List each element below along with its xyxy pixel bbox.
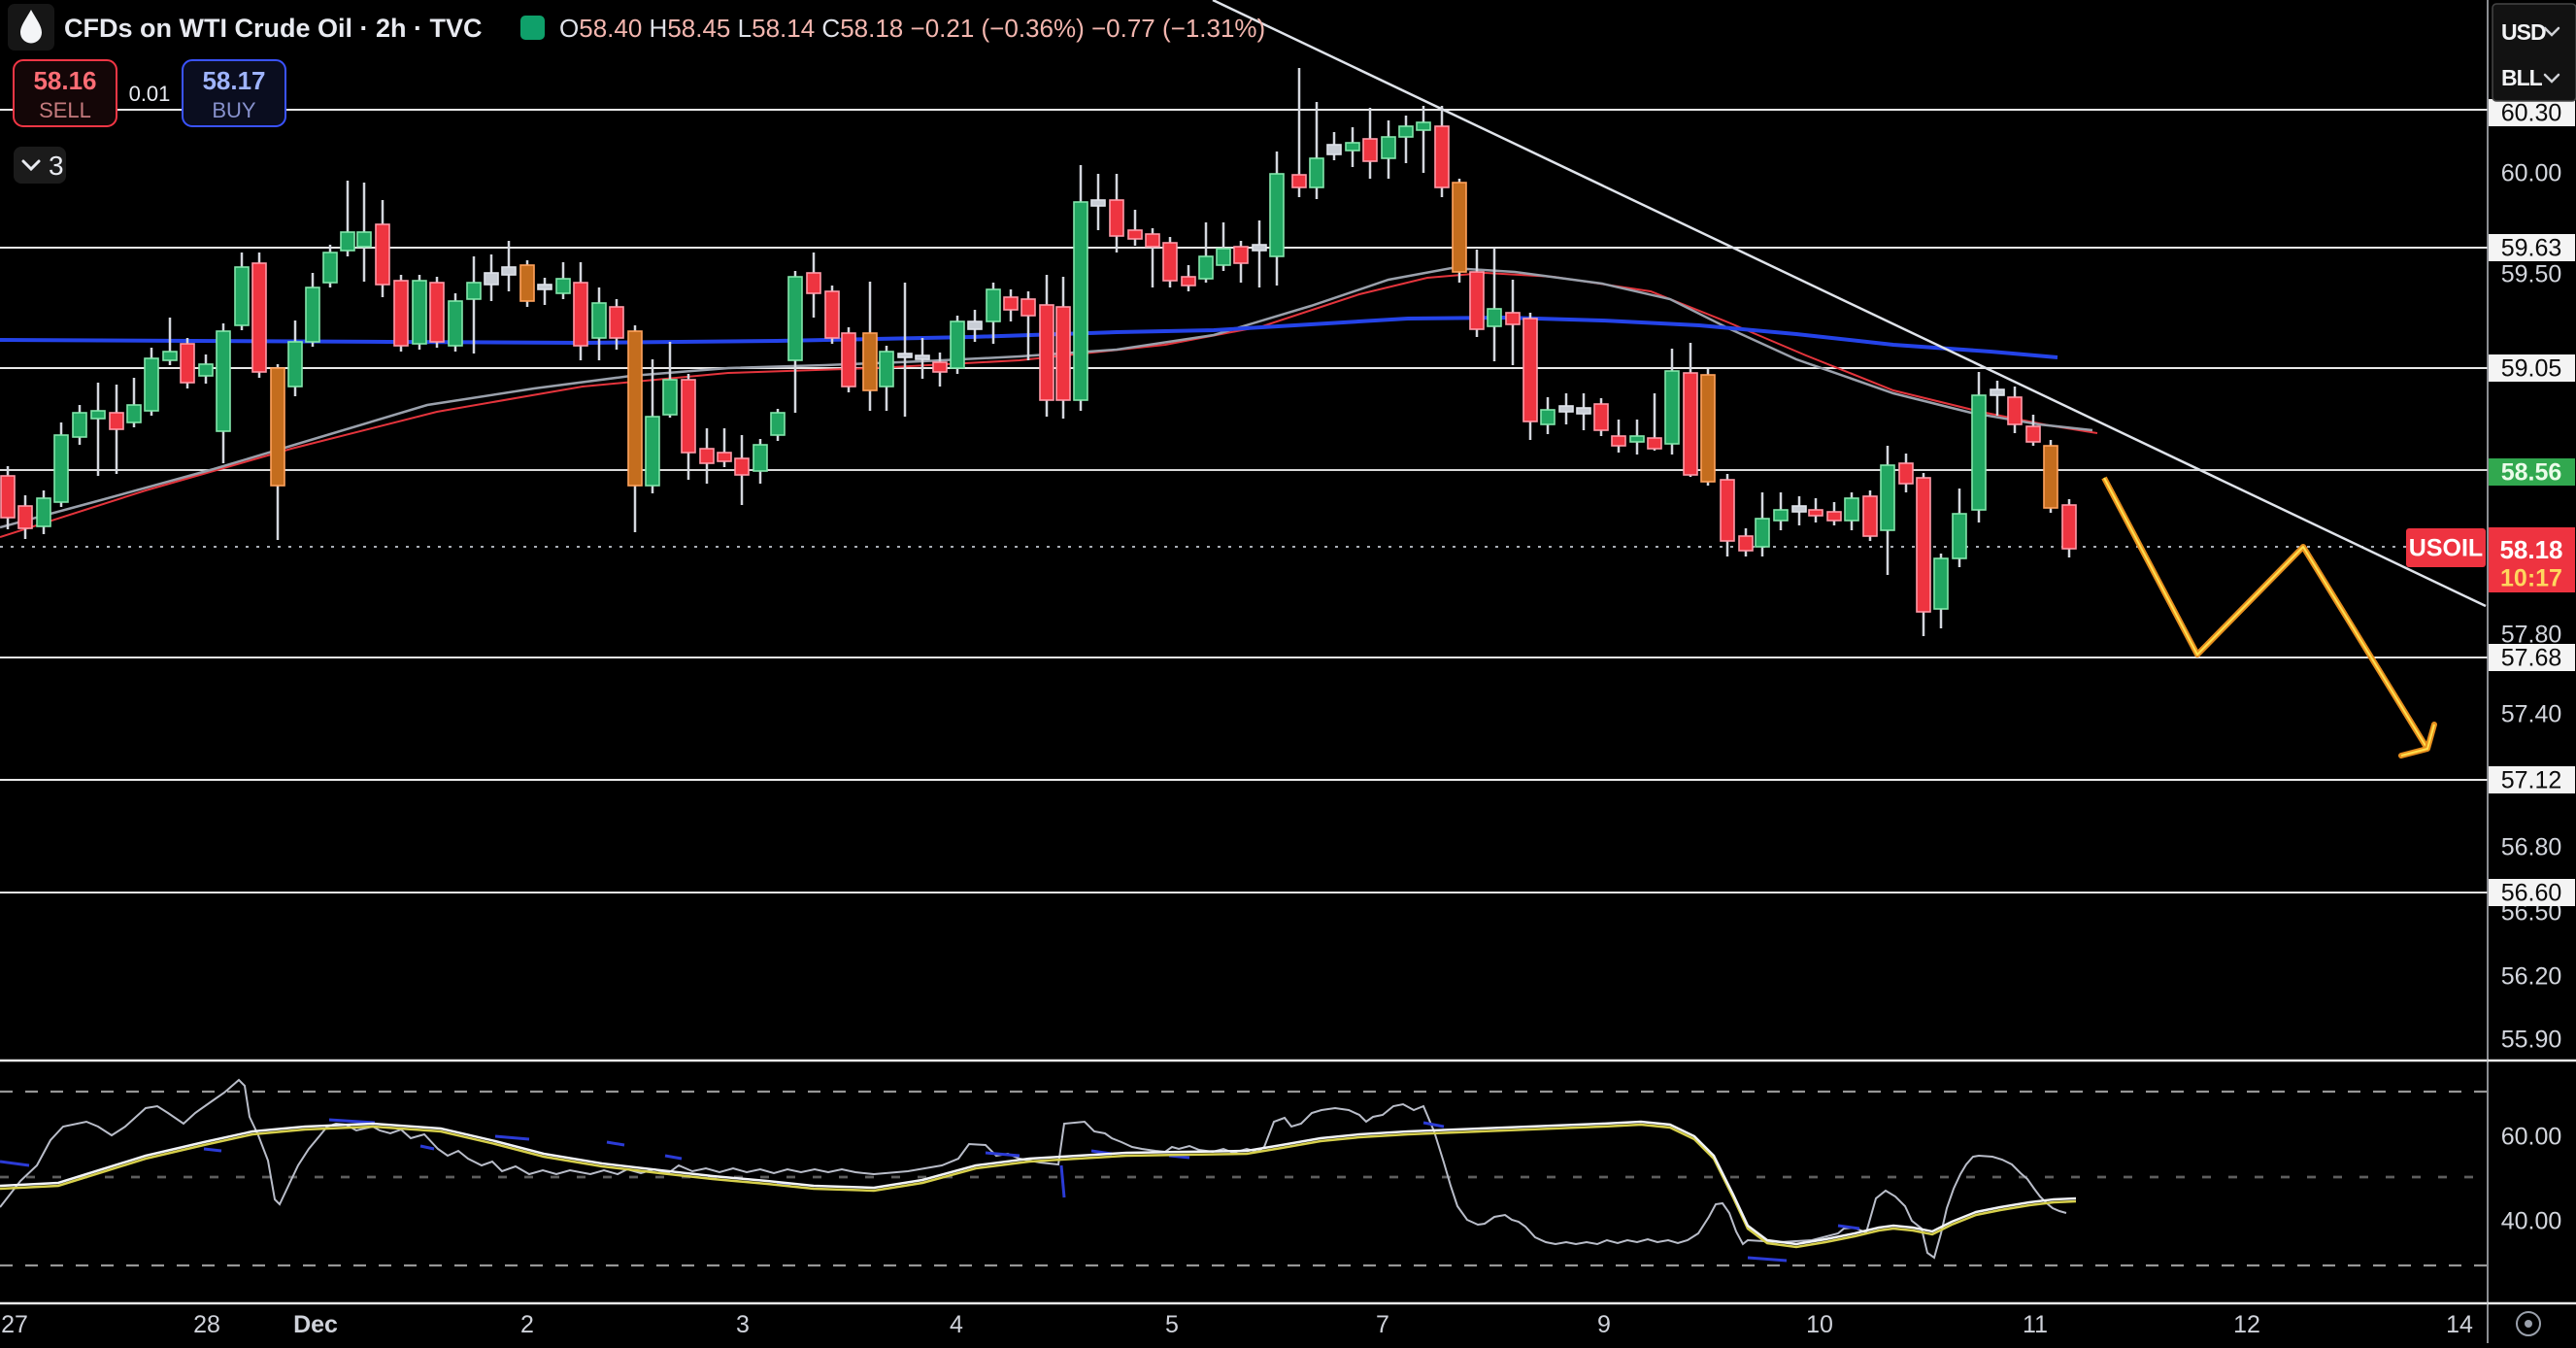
svg-text:59.05: 59.05 [2501, 355, 2562, 383]
svg-text:SELL: SELL [39, 98, 91, 122]
svg-text:27: 27 [1, 1311, 28, 1338]
svg-text:0.01: 0.01 [129, 82, 171, 106]
svg-text:59.50: 59.50 [2501, 261, 2562, 288]
svg-text:60.30: 60.30 [2501, 100, 2562, 127]
svg-text:14: 14 [2446, 1311, 2473, 1338]
svg-text:55.90: 55.90 [2501, 1027, 2562, 1054]
svg-text:58.18: 58.18 [2499, 535, 2562, 564]
svg-text:59.63: 59.63 [2501, 235, 2562, 262]
svg-text:12: 12 [2233, 1311, 2260, 1338]
svg-text:2: 2 [520, 1311, 534, 1338]
svg-text:O58.40 H58.45 L58.14 C58.18 −0: O58.40 H58.45 L58.14 C58.18 −0.21 (−0.36… [559, 14, 1265, 43]
svg-text:40.00: 40.00 [2501, 1208, 2562, 1235]
svg-text:11: 11 [2023, 1311, 2048, 1338]
svg-text:57.68: 57.68 [2501, 645, 2562, 672]
svg-text:58.17: 58.17 [202, 66, 265, 95]
svg-text:BLL: BLL [2501, 65, 2543, 90]
svg-text:BUY: BUY [212, 98, 256, 122]
svg-text:3: 3 [736, 1311, 750, 1338]
svg-text:Dec: Dec [293, 1311, 338, 1338]
svg-text:10:17: 10:17 [2500, 565, 2562, 592]
svg-text:3: 3 [49, 151, 64, 181]
svg-text:56.60: 56.60 [2501, 880, 2562, 907]
svg-text:7: 7 [1376, 1311, 1389, 1338]
svg-text:60.00: 60.00 [2501, 1124, 2562, 1151]
svg-text:28: 28 [193, 1311, 220, 1338]
svg-text:56.80: 56.80 [2501, 834, 2562, 861]
svg-text:USD: USD [2501, 19, 2546, 45]
svg-text:4: 4 [950, 1311, 963, 1338]
svg-text:USOIL: USOIL [2409, 535, 2483, 562]
svg-text:10: 10 [1806, 1311, 1833, 1338]
svg-text:56.20: 56.20 [2501, 963, 2562, 991]
svg-text:57.12: 57.12 [2501, 767, 2562, 794]
svg-text:5: 5 [1165, 1311, 1179, 1338]
svg-text:57.80: 57.80 [2501, 622, 2562, 649]
svg-text:CFDs on WTI Crude Oil · 2h · T: CFDs on WTI Crude Oil · 2h · TVC [64, 14, 482, 43]
svg-text:60.00: 60.00 [2501, 160, 2562, 187]
svg-text:9: 9 [1597, 1311, 1611, 1338]
svg-text:58.56: 58.56 [2501, 459, 2562, 487]
svg-text:58.16: 58.16 [33, 66, 96, 95]
svg-text:57.40: 57.40 [2501, 701, 2562, 728]
